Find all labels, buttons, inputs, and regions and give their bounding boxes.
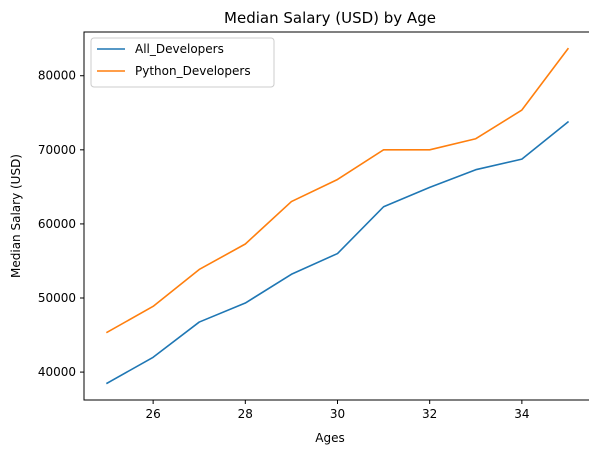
- x-tick-label: 26: [145, 407, 160, 421]
- y-tick-label: 50000: [38, 291, 76, 305]
- x-tick-label: 34: [514, 407, 529, 421]
- legend-frame: [90, 37, 275, 88]
- y-axis-ticks: 40000 50000 60000 70000 80000: [38, 69, 84, 379]
- legend-label: Python_Developers: [135, 64, 251, 78]
- legend-label: All_Developers: [135, 42, 224, 56]
- x-tick-label: 30: [330, 407, 345, 421]
- x-tick-label: 32: [422, 407, 437, 421]
- y-tick-label: 70000: [38, 143, 76, 157]
- chart-title: Median Salary (USD) by Age: [224, 9, 436, 27]
- series-line-all-developers: [105, 120, 570, 385]
- y-tick-label: 40000: [38, 365, 76, 379]
- y-tick-label: 80000: [38, 69, 76, 83]
- series-lines: [105, 47, 570, 385]
- y-axis-label: Median Salary (USD): [9, 154, 23, 278]
- legend: All_Developers Python_Developers: [90, 37, 275, 88]
- x-axis-ticks: 26 28 30 32 34: [145, 400, 530, 421]
- x-tick-label: 28: [238, 407, 253, 421]
- y-tick-label: 60000: [38, 217, 76, 231]
- x-axis-label: Ages: [315, 431, 344, 445]
- series-line-python-developers: [105, 47, 570, 334]
